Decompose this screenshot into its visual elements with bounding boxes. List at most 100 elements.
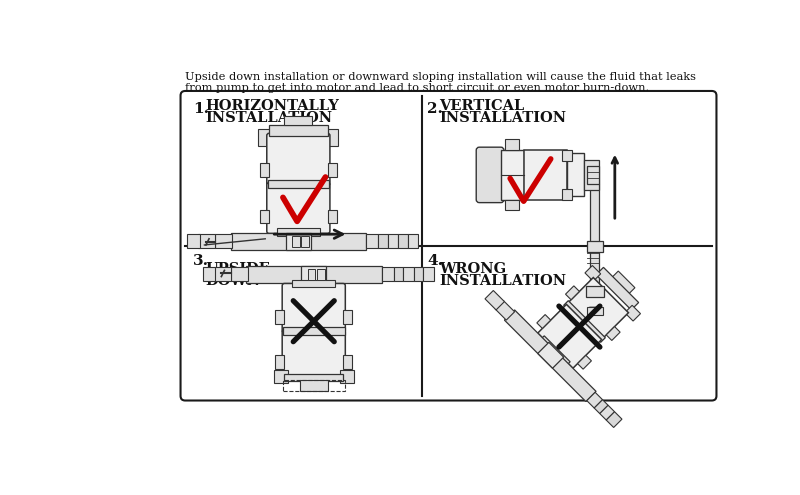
Bar	[198, 234, 215, 248]
Bar	[260, 209, 269, 223]
Polygon shape	[538, 304, 602, 368]
Polygon shape	[505, 310, 596, 401]
Text: INSTALLATION: INSTALLATION	[205, 111, 332, 125]
Polygon shape	[625, 305, 641, 321]
Text: 4.: 4.	[427, 254, 443, 268]
Bar	[584, 159, 599, 190]
Bar	[501, 150, 524, 199]
Bar	[260, 163, 269, 177]
Polygon shape	[606, 327, 620, 341]
Bar	[230, 267, 247, 281]
Bar	[506, 140, 519, 150]
Bar	[366, 234, 378, 248]
Bar	[302, 266, 326, 283]
Bar	[587, 241, 602, 252]
Text: INSTALLATION: INSTALLATION	[439, 111, 566, 125]
Bar	[302, 236, 309, 247]
Bar	[340, 370, 354, 383]
Bar	[587, 166, 599, 184]
Bar	[285, 374, 343, 381]
Bar	[408, 234, 418, 248]
Polygon shape	[566, 286, 579, 300]
Bar	[423, 267, 434, 281]
Bar	[378, 234, 388, 248]
Bar	[414, 267, 423, 281]
Polygon shape	[537, 314, 550, 329]
Bar	[403, 267, 414, 281]
Bar	[307, 269, 315, 280]
Bar	[215, 234, 232, 248]
Bar	[388, 234, 398, 248]
Polygon shape	[578, 355, 591, 369]
Polygon shape	[538, 343, 564, 368]
Text: INSTALLATION: INSTALLATION	[439, 274, 566, 288]
Bar	[343, 355, 352, 369]
Polygon shape	[594, 400, 608, 414]
Polygon shape	[585, 265, 601, 281]
FancyBboxPatch shape	[282, 284, 346, 333]
Polygon shape	[606, 412, 622, 428]
Bar	[567, 153, 584, 197]
Bar	[277, 228, 320, 236]
Bar	[258, 130, 272, 147]
Bar	[274, 370, 287, 383]
Bar	[275, 355, 285, 369]
Polygon shape	[567, 278, 629, 339]
Polygon shape	[564, 300, 606, 343]
Bar	[590, 250, 599, 289]
FancyBboxPatch shape	[181, 91, 717, 400]
Polygon shape	[600, 405, 614, 420]
Bar	[214, 267, 230, 281]
Bar	[394, 267, 403, 281]
FancyBboxPatch shape	[266, 183, 330, 234]
Text: from pump to get into motor and lead to short circuit or even motor burn-down.: from pump to get into motor and lead to …	[185, 83, 650, 93]
Bar	[398, 234, 408, 248]
Bar	[283, 327, 345, 335]
Bar	[267, 180, 329, 188]
Bar	[328, 163, 337, 177]
Bar	[562, 150, 572, 161]
Polygon shape	[596, 267, 638, 310]
Polygon shape	[587, 393, 602, 408]
Bar	[506, 199, 519, 210]
Bar	[285, 116, 312, 125]
Text: WRONG: WRONG	[439, 262, 506, 276]
Bar	[300, 380, 328, 391]
Bar	[524, 150, 567, 199]
Bar	[590, 184, 599, 244]
Text: DOWN: DOWN	[205, 274, 260, 288]
Text: Upside down installation or downward sloping installation will cause the fluid t: Upside down installation or downward slo…	[185, 72, 696, 83]
Polygon shape	[539, 336, 570, 366]
FancyBboxPatch shape	[266, 133, 330, 186]
Text: HORIZONTALLY: HORIZONTALLY	[205, 99, 339, 113]
Text: 1.: 1.	[193, 102, 209, 116]
Text: VERTICAL: VERTICAL	[439, 99, 525, 113]
Text: 2.: 2.	[427, 102, 443, 116]
Bar	[586, 286, 604, 297]
Bar	[292, 280, 335, 287]
Bar	[230, 233, 366, 249]
Bar	[269, 125, 328, 136]
Polygon shape	[495, 300, 514, 320]
FancyBboxPatch shape	[282, 330, 346, 379]
Bar	[328, 209, 337, 223]
Bar	[325, 130, 338, 147]
FancyBboxPatch shape	[476, 147, 504, 202]
Bar	[343, 310, 352, 324]
Bar	[275, 310, 285, 324]
Bar	[382, 267, 394, 281]
Text: UPSIDE: UPSIDE	[205, 262, 270, 276]
Bar	[317, 269, 325, 280]
Bar	[292, 236, 300, 247]
Bar	[562, 189, 572, 199]
Bar	[246, 266, 382, 283]
Bar	[283, 380, 345, 391]
Polygon shape	[485, 291, 505, 310]
Bar	[187, 234, 200, 248]
Text: 3.: 3.	[193, 254, 209, 268]
Bar	[587, 307, 602, 315]
Bar	[203, 267, 215, 281]
Bar	[286, 233, 310, 249]
Polygon shape	[612, 271, 635, 294]
Polygon shape	[590, 307, 600, 313]
